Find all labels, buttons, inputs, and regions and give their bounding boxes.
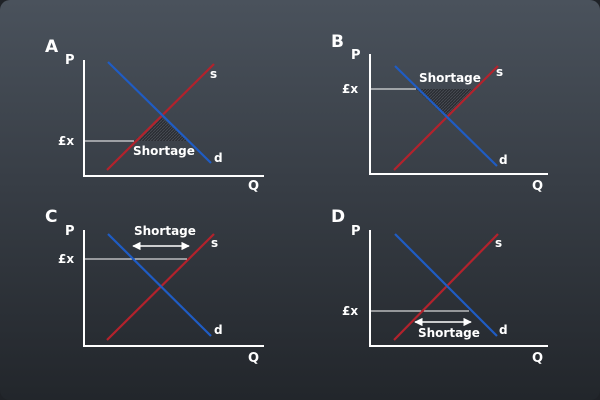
demand-label: d — [499, 153, 508, 167]
demand-curve — [394, 65, 498, 167]
panel-letter: A — [45, 37, 59, 57]
axes — [369, 54, 548, 175]
supply-label: s — [210, 67, 217, 81]
panel-c: C P Q £x s d Shortage — [45, 207, 264, 366]
shortage-shaded-area — [134, 116, 187, 141]
shortage-label: Shortage — [418, 326, 480, 340]
price-label: £x — [342, 82, 358, 96]
demand-curve — [107, 233, 212, 337]
price-label: £x — [342, 304, 358, 318]
panel-letter: D — [331, 207, 345, 227]
panel-letter: C — [45, 207, 57, 227]
shortage-label: Shortage — [133, 144, 195, 158]
shortage-label: Shortage — [134, 224, 196, 238]
supply-curve — [106, 63, 215, 171]
shortage-shaded-area — [416, 89, 473, 117]
price-label: £x — [58, 134, 74, 148]
supply-label: s — [211, 236, 218, 250]
demand-label: d — [214, 151, 223, 165]
quantity-axis-label: Q — [248, 179, 259, 194]
price-axis-label: P — [65, 53, 75, 68]
supply-curve — [393, 233, 499, 341]
supply-curve — [393, 65, 499, 171]
supply-label: s — [496, 65, 503, 79]
axes — [83, 230, 264, 347]
shortage-label: Shortage — [419, 71, 481, 85]
price-axis-label: P — [65, 224, 75, 239]
demand-label: d — [499, 323, 508, 337]
demand-curve — [394, 233, 498, 337]
demand-label: d — [214, 323, 223, 337]
quantity-axis-label: Q — [532, 179, 543, 194]
quantity-axis-label: Q — [532, 351, 543, 366]
price-axis-label: P — [351, 48, 361, 63]
price-label: £x — [58, 252, 74, 266]
supply-label: s — [495, 236, 502, 250]
panel-d: D P Q £x s d Shortage — [331, 207, 548, 366]
panel-b: B P Q £x s d Shortage — [331, 32, 548, 194]
quantity-axis-label: Q — [248, 351, 259, 366]
axes — [369, 230, 548, 347]
axes — [83, 60, 264, 177]
panel-a: A P Q £x s d Shortage — [45, 37, 264, 194]
demand-curve — [107, 61, 212, 164]
panel-letter: B — [331, 32, 344, 52]
price-axis-label: P — [351, 224, 361, 239]
